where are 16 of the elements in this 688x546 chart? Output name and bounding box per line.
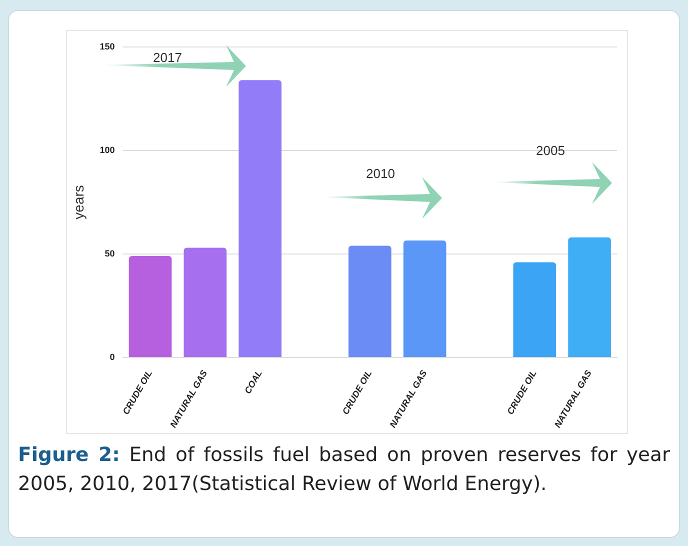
y-axis-title: years (70, 185, 86, 220)
annotation: 2017 (153, 50, 182, 65)
bar (568, 237, 611, 357)
bar (513, 262, 556, 357)
caption: Figure 2: (18, 443, 120, 466)
bar (128, 256, 172, 357)
bar (184, 248, 227, 357)
y-tick-label: 150 (100, 41, 115, 52)
bar (238, 80, 282, 357)
y-tick-label: 100 (100, 144, 115, 155)
y-tick-label: 0 (110, 352, 115, 362)
annotation: 2005 (536, 143, 565, 158)
annotation: 2010 (366, 166, 395, 181)
bar (348, 246, 392, 357)
y-tick-label: 50 (104, 248, 115, 258)
bar (403, 240, 446, 357)
